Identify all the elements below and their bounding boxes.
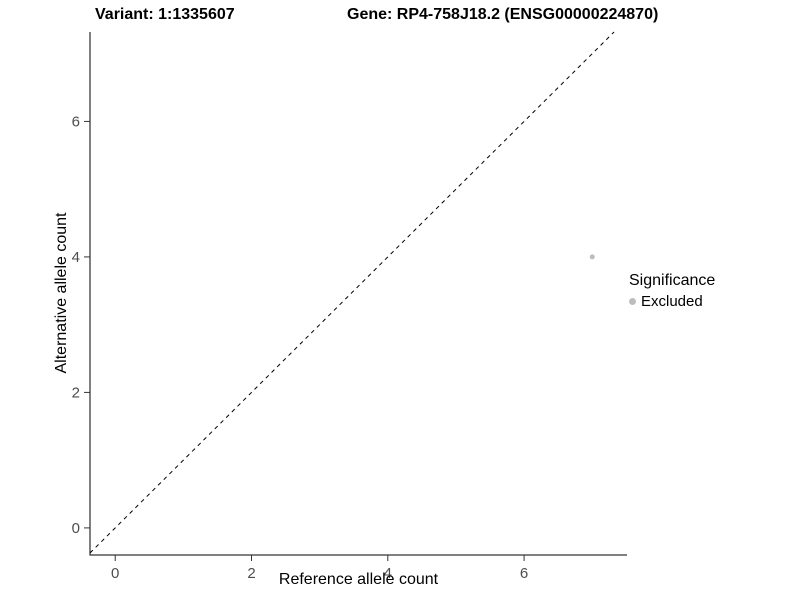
svg-text:2: 2 bbox=[72, 384, 80, 401]
svg-text:6: 6 bbox=[72, 113, 80, 130]
legend: Significance Excluded bbox=[629, 272, 715, 310]
svg-text:4: 4 bbox=[384, 565, 392, 582]
svg-text:2: 2 bbox=[247, 565, 255, 582]
legend-item-excluded: Excluded bbox=[629, 293, 715, 310]
plot-title-gene: Gene: RP4-758J18.2 (ENSG00000224870) bbox=[347, 6, 659, 23]
svg-text:0: 0 bbox=[72, 520, 80, 537]
y-axis-label: Alternative allele count bbox=[53, 212, 70, 374]
svg-text:6: 6 bbox=[520, 565, 528, 582]
plot-title-variant: Variant: 1:1335607 bbox=[95, 6, 235, 23]
svg-text:4: 4 bbox=[72, 249, 80, 266]
x-axis-label: Reference allele count bbox=[278, 571, 439, 588]
legend-item-label: Excluded bbox=[641, 293, 703, 310]
svg-text:0: 0 bbox=[111, 565, 119, 582]
legend-title: Significance bbox=[629, 272, 716, 289]
legend-point-icon bbox=[629, 298, 636, 305]
